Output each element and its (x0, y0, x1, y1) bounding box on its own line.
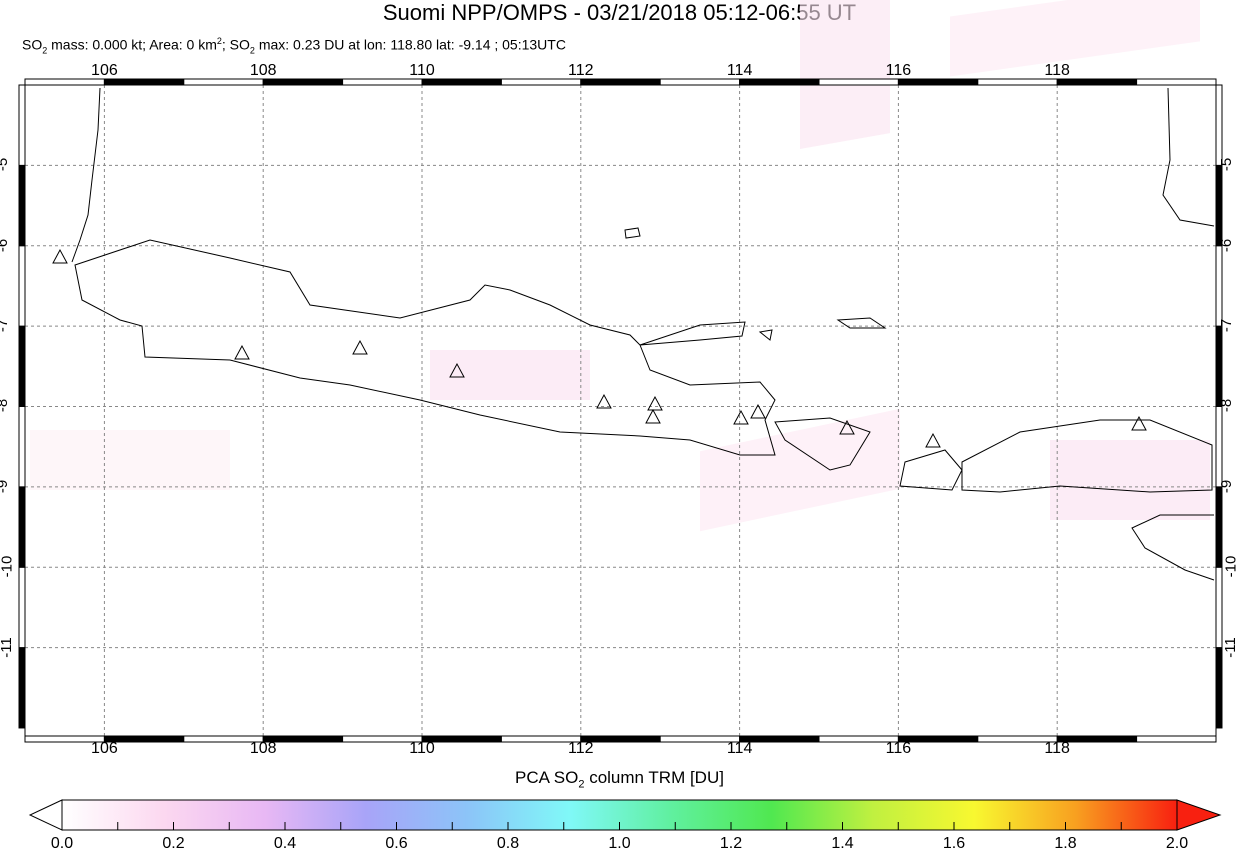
graticule (25, 85, 1216, 736)
colorbar-tick-label: 1.2 (719, 835, 743, 852)
frame-bar (18, 325, 26, 407)
lon-tick-bottom: 116 (885, 740, 912, 757)
volcano-icon (234, 344, 250, 360)
volcano-icon (52, 248, 68, 264)
map-subtitle: SO2 mass: 0.000 kt; Area: 0 km2; SO2 max… (22, 36, 566, 56)
volcano-icon (647, 395, 663, 411)
lon-tick-bottom: 106 (91, 740, 118, 757)
coast-sumba (1131, 514, 1215, 581)
frame-bar (18, 647, 26, 729)
lat-tick-left: -5 (0, 158, 12, 172)
volcano-icon (750, 403, 766, 419)
colorbar-tick-label: 0.0 (50, 835, 74, 852)
frame-bar (1215, 84, 1223, 166)
colorbar-tick-label: 0.2 (162, 835, 185, 852)
frame-bar (1215, 647, 1223, 729)
frame-bar (1215, 405, 1223, 488)
lat-tick-left: -9 (0, 479, 12, 494)
lon-tick-top: 114 (726, 62, 753, 79)
frame-bar (1215, 164, 1223, 247)
colorbar-tick-label: 1.6 (942, 835, 966, 852)
lat-tick-right: -7 (1218, 318, 1236, 333)
coast-madura (639, 321, 746, 346)
lon-tick-top: 116 (885, 62, 912, 79)
frame-bar (18, 405, 26, 488)
lat-tick-right: -10 (1222, 555, 1239, 578)
volcano-icon (733, 409, 749, 425)
frame-bar (1215, 486, 1223, 568)
volcano-icon (449, 362, 465, 378)
lat-tick-left: -6 (0, 238, 12, 252)
volcano-icon (1131, 415, 1147, 431)
lat-tick-right: -9 (1218, 479, 1236, 494)
frame-scale (18, 78, 1223, 743)
colorbar-tick-label: 0.6 (385, 835, 408, 852)
lon-tick-top: 110 (409, 62, 435, 79)
lat-tick-right: -5 (1218, 158, 1236, 172)
volcano-icon (352, 339, 368, 355)
lat-tick-left: -11 (0, 636, 15, 658)
lat-tick-right: -11 (1221, 636, 1239, 658)
frame-bar (18, 245, 26, 327)
frame-bar (1136, 735, 1217, 743)
volcano-icon (925, 432, 941, 448)
lat-tick-left: -10 (0, 555, 16, 578)
coast-java (74, 239, 776, 456)
lon-tick-bottom: 108 (249, 740, 277, 757)
volcano-icon (645, 408, 661, 424)
colorbar-tick-label: 1.4 (831, 835, 854, 852)
lat-tick-left: -8 (0, 399, 12, 413)
volcano-icon (839, 419, 855, 435)
colorbar-tick-label: 2.0 (1165, 835, 1189, 852)
colorbar-tick-label: 1.0 (608, 835, 631, 852)
frame-bar (18, 164, 26, 247)
coast-lombok (899, 449, 963, 491)
lon-tick-bottom: 110 (409, 740, 435, 757)
colorbar-tick-label: 1.8 (1054, 835, 1077, 852)
map-title: Suomi NPP/OMPS - 03/21/2018 05:12-06:55 … (382, 0, 857, 25)
coast-bali (774, 417, 871, 471)
colorbar-tick-label: 0.8 (496, 835, 520, 852)
frame-bar (18, 84, 26, 166)
lat-tick-right: -8 (1218, 399, 1236, 413)
map-frame (24, 84, 1217, 737)
lon-tick-bottom: 118 (1044, 740, 1070, 757)
frame-bar (1215, 566, 1223, 649)
volcano-markers (52, 248, 1147, 448)
lon-tick-top: 106 (91, 62, 118, 79)
lon-tick-top: 112 (568, 62, 594, 79)
colorbar-label: PCA SO2 column TRM [DU] (515, 768, 724, 791)
colorbar-tick-label: 0.4 (273, 835, 297, 852)
volcano-icon (596, 393, 612, 409)
lon-tick-bottom: 114 (726, 740, 753, 757)
coastlines (71, 87, 1215, 581)
coast-sumbawa (961, 419, 1213, 493)
lon-tick-top: 108 (249, 62, 277, 79)
lat-tick-right: -6 (1218, 238, 1236, 252)
frame-bar (1215, 245, 1223, 327)
frame-bar (18, 486, 26, 568)
coast-borneo (1162, 87, 1215, 227)
coast-sumatra (71, 87, 101, 263)
frame-bar (18, 566, 26, 649)
so2-pixels (30, 0, 1210, 532)
lat-tick-left: -7 (0, 318, 12, 333)
colorbar (28, 799, 1222, 831)
frame-bar (1136, 78, 1217, 86)
frame-bar (1215, 325, 1223, 407)
lon-tick-top: 118 (1044, 62, 1070, 79)
lon-tick-bottom: 112 (568, 740, 594, 757)
